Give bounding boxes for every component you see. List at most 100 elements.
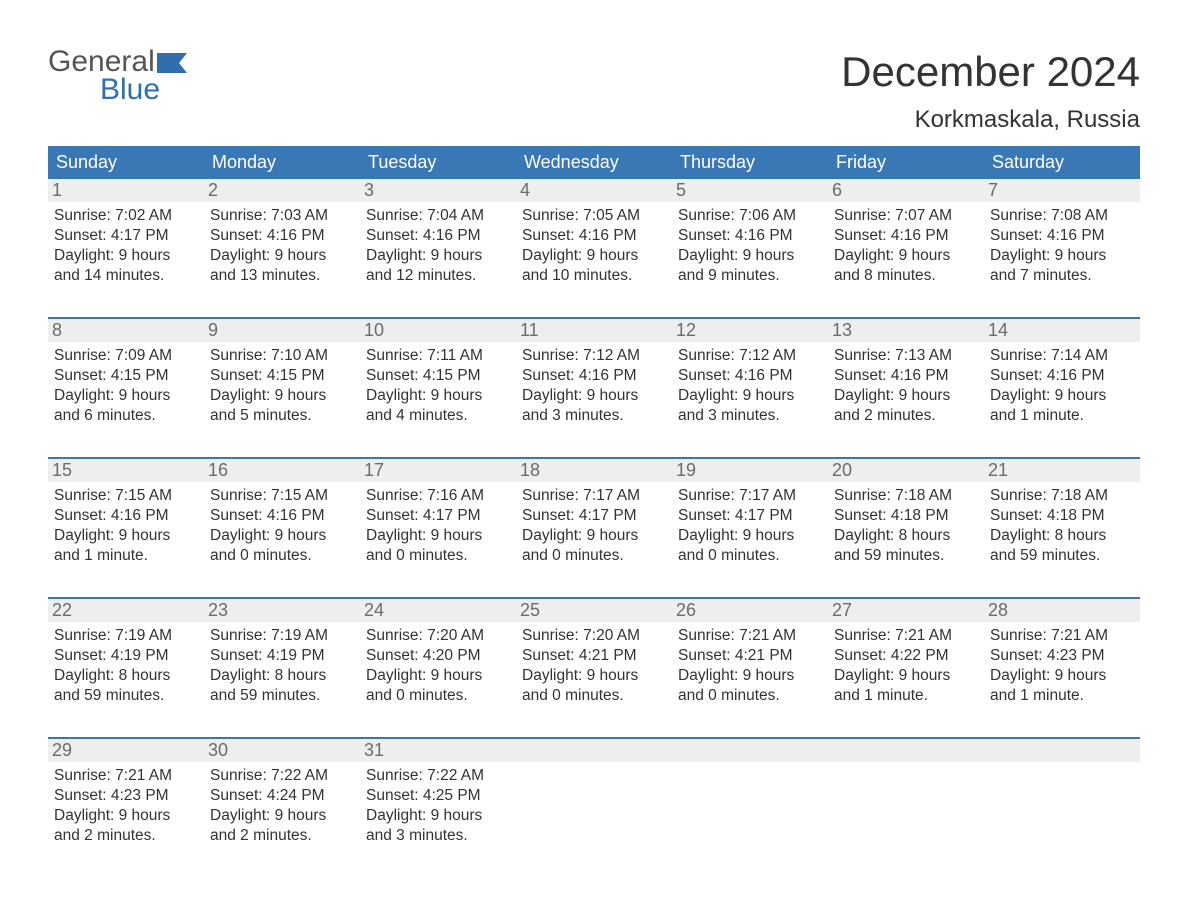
sunset-text: Sunset: 4:19 PM (54, 646, 198, 666)
sunrise-text: Sunrise: 7:05 AM (522, 206, 666, 226)
day-details: Sunrise: 7:12 AMSunset: 4:16 PMDaylight:… (678, 346, 822, 427)
daylight-line2: and 4 minutes. (366, 406, 510, 426)
sunset-text: Sunset: 4:16 PM (678, 366, 822, 386)
daylight-line2: and 1 minute. (990, 686, 1134, 706)
calendar: SundayMondayTuesdayWednesdayThursdayFrid… (48, 146, 1140, 859)
logo-text: General Blue (48, 47, 187, 104)
day-cell: 5Sunrise: 7:06 AMSunset: 4:16 PMDaylight… (672, 179, 828, 299)
sunset-text: Sunset: 4:18 PM (990, 506, 1134, 526)
sunrise-text: Sunrise: 7:20 AM (366, 626, 510, 646)
daylight-line1: Daylight: 9 hours (54, 526, 198, 546)
day-details: Sunrise: 7:09 AMSunset: 4:15 PMDaylight:… (54, 346, 198, 427)
day-number: 25 (516, 599, 672, 622)
sunset-text: Sunset: 4:16 PM (678, 226, 822, 246)
daylight-line1: Daylight: 9 hours (990, 246, 1134, 266)
day-cell: 28Sunrise: 7:21 AMSunset: 4:23 PMDayligh… (984, 599, 1140, 719)
daylight-line2: and 59 minutes. (54, 686, 198, 706)
day-cell: 11Sunrise: 7:12 AMSunset: 4:16 PMDayligh… (516, 319, 672, 439)
sunset-text: Sunset: 4:16 PM (990, 226, 1134, 246)
day-details: Sunrise: 7:21 AMSunset: 4:22 PMDaylight:… (834, 626, 978, 707)
sunset-text: Sunset: 4:17 PM (366, 506, 510, 526)
day-cell: 25 Sunrise: 7:20 AMSunset: 4:21 PMDayligh… (516, 599, 672, 719)
day-details: Sunrise: 7:22 AMSunset: 4:25 PMDaylight:… (366, 766, 510, 847)
day-details: Sunrise: 7:20 AMSunset: 4:21 PMDaylight:… (522, 626, 666, 707)
day-cell: 31Sunrise: 7:22 AMSunset: 4:25 PMDayligh… (360, 739, 516, 859)
day-details: Sunrise: 7:05 AMSunset: 4:16 PMDaylight:… (522, 206, 666, 287)
day-cell: 1 Sunrise: 7:02 AMSunset: 4:17 PMDaylight… (48, 179, 204, 299)
title-block: December 2024 Korkmaskala, Russia (841, 48, 1140, 134)
day-number: 1 (48, 179, 204, 202)
day-cell: 7Sunrise: 7:08 AMSunset: 4:16 PMDaylight… (984, 179, 1140, 299)
daylight-line1: Daylight: 8 hours (990, 526, 1134, 546)
daylight-line1: Daylight: 9 hours (366, 526, 510, 546)
day-number: 7 (984, 179, 1140, 202)
day-details: Sunrise: 7:21 AMSunset: 4:21 PMDaylight:… (678, 626, 822, 707)
daylight-line2: and 0 minutes. (678, 686, 822, 706)
sunset-text: Sunset: 4:16 PM (54, 506, 198, 526)
daylight-line2: and 3 minutes. (678, 406, 822, 426)
sunset-text: Sunset: 4:15 PM (54, 366, 198, 386)
day-cell: 20Sunrise: 7:18 AMSunset: 4:18 PMDayligh… (828, 459, 984, 579)
day-cell (984, 739, 1140, 859)
daylight-line1: Daylight: 9 hours (366, 246, 510, 266)
sunrise-text: Sunrise: 7:04 AM (366, 206, 510, 226)
daylight-line1: Daylight: 9 hours (990, 386, 1134, 406)
day-cell: 19Sunrise: 7:17 AMSunset: 4:17 PMDayligh… (672, 459, 828, 579)
daylight-line1: Daylight: 9 hours (834, 386, 978, 406)
day-cell: 22Sunrise: 7:19 AMSunset: 4:19 PMDayligh… (48, 599, 204, 719)
day-details: Sunrise: 7:06 AMSunset: 4:16 PMDaylight:… (678, 206, 822, 287)
day-header: Wednesday (516, 146, 672, 179)
daylight-line2: and 59 minutes. (210, 686, 354, 706)
day-number: 18 (516, 459, 672, 482)
daylight-line1: Daylight: 9 hours (522, 666, 666, 686)
sunrise-text: Sunrise: 7:22 AM (210, 766, 354, 786)
day-details: Sunrise: 7:16 AMSunset: 4:17 PMDaylight:… (366, 486, 510, 567)
daylight-line2: and 59 minutes. (990, 546, 1134, 566)
sunrise-text: Sunrise: 7:17 AM (522, 486, 666, 506)
day-number: 21 (984, 459, 1140, 482)
daylight-line1: Daylight: 9 hours (54, 806, 198, 826)
day-number: 16 (204, 459, 360, 482)
daylight-line2: and 14 minutes. (54, 266, 198, 286)
day-number: 28 (984, 599, 1140, 622)
day-cell: 15Sunrise: 7:15 AMSunset: 4:16 PMDayligh… (48, 459, 204, 579)
sunrise-text: Sunrise: 7:16 AM (366, 486, 510, 506)
sunrise-text: Sunrise: 7:12 AM (678, 346, 822, 366)
sunset-text: Sunset: 4:21 PM (522, 646, 666, 666)
daylight-line1: Daylight: 9 hours (834, 246, 978, 266)
sunrise-text: Sunrise: 7:19 AM (210, 626, 354, 646)
day-details: Sunrise: 7:18 AMSunset: 4:18 PMDaylight:… (990, 486, 1134, 567)
day-number: 26 (672, 599, 828, 622)
sunset-text: Sunset: 4:22 PM (834, 646, 978, 666)
sunset-text: Sunset: 4:23 PM (54, 786, 198, 806)
day-number: 24 (360, 599, 516, 622)
daylight-line1: Daylight: 9 hours (366, 666, 510, 686)
daylight-line2: and 6 minutes. (54, 406, 198, 426)
daylight-line2: and 2 minutes. (210, 826, 354, 846)
sunrise-text: Sunrise: 7:07 AM (834, 206, 978, 226)
day-header: Tuesday (360, 146, 516, 179)
sunrise-text: Sunrise: 7:06 AM (678, 206, 822, 226)
header-row: General Blue December 2024 Korkmaskala, … (48, 48, 1140, 134)
logo-word-blue: Blue (100, 75, 187, 105)
daylight-line1: Daylight: 9 hours (210, 526, 354, 546)
sunset-text: Sunset: 4:16 PM (834, 226, 978, 246)
day-cell (828, 739, 984, 859)
sunset-text: Sunset: 4:17 PM (522, 506, 666, 526)
day-header: Thursday (672, 146, 828, 179)
daylight-line1: Daylight: 9 hours (678, 526, 822, 546)
day-cell: 13Sunrise: 7:13 AMSunset: 4:16 PMDayligh… (828, 319, 984, 439)
sunrise-text: Sunrise: 7:19 AM (54, 626, 198, 646)
sunrise-text: Sunrise: 7:22 AM (366, 766, 510, 786)
day-details: Sunrise: 7:02 AMSunset: 4:17 PMDaylight:… (54, 206, 198, 287)
sunrise-text: Sunrise: 7:17 AM (678, 486, 822, 506)
day-details: Sunrise: 7:11 AMSunset: 4:15 PMDaylight:… (366, 346, 510, 427)
day-number: 17 (360, 459, 516, 482)
day-cell: 10 Sunrise: 7:11 AMSunset: 4:15 PMDayligh… (360, 319, 516, 439)
logo: General Blue (48, 48, 187, 104)
day-details: Sunrise: 7:19 AMSunset: 4:19 PMDaylight:… (210, 626, 354, 707)
sunrise-text: Sunrise: 7:10 AM (210, 346, 354, 366)
day-number: 10 (360, 319, 516, 342)
day-details: Sunrise: 7:10 AMSunset: 4:15 PMDaylight:… (210, 346, 354, 427)
sunset-text: Sunset: 4:16 PM (522, 226, 666, 246)
